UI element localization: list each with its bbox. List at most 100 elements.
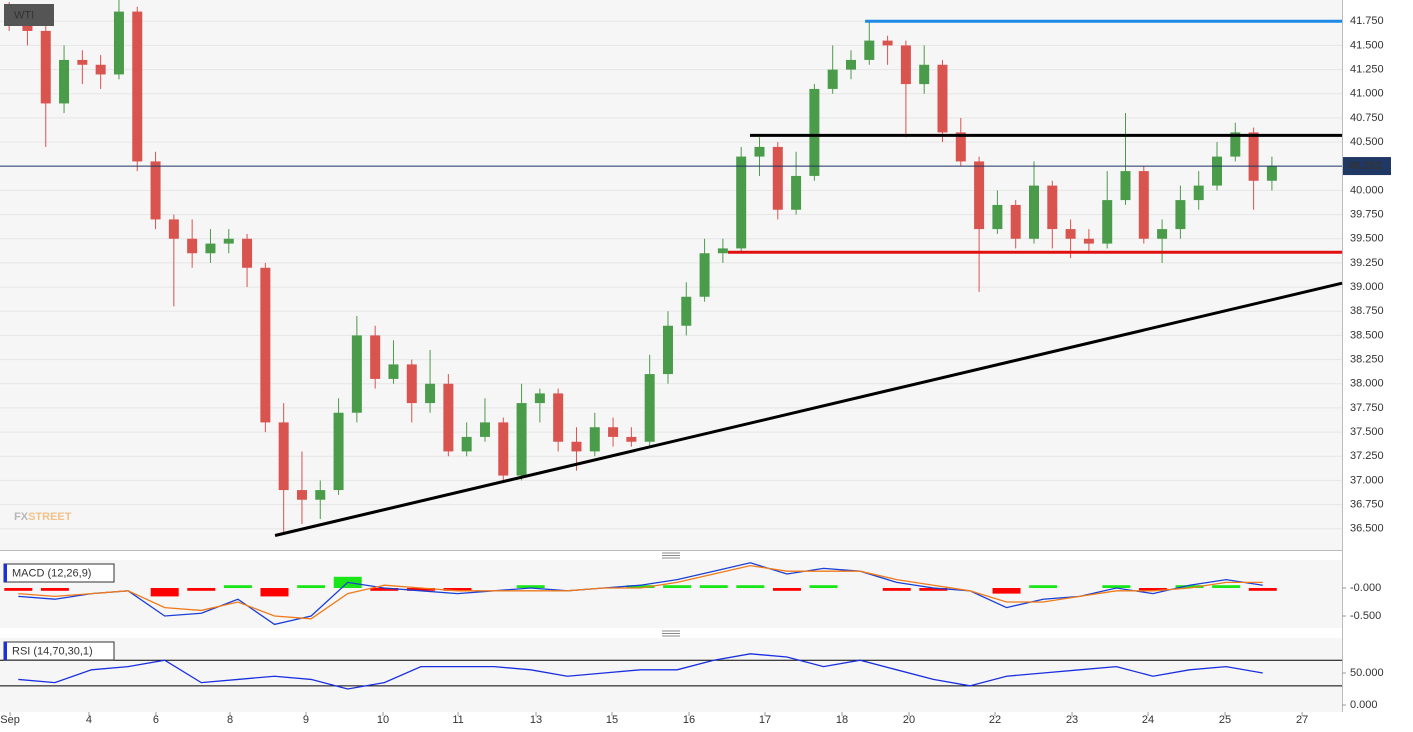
y-tick-label: 37.000	[1350, 474, 1384, 486]
candle-body	[992, 204, 1003, 230]
x-tick-label: 23	[1066, 714, 1078, 726]
candle-body	[113, 11, 124, 75]
candle-body	[296, 490, 307, 500]
candle-body	[626, 436, 637, 442]
y-tick-label: 41.000	[1350, 88, 1384, 100]
histogram-bar	[223, 585, 252, 589]
x-tick-label: 27	[1296, 714, 1308, 726]
candle-body	[425, 383, 436, 404]
indicator-line	[18, 562, 1263, 626]
indicator-label-mark	[4, 564, 7, 582]
histogram-bar	[1248, 588, 1277, 591]
indicator-label: RSI (14,70,30,1)	[12, 645, 93, 657]
candle-body	[516, 403, 527, 476]
x-tick-label: 9	[303, 714, 309, 726]
candle-body	[589, 427, 600, 452]
indicator-line	[18, 653, 1263, 690]
histogram-bar	[406, 588, 435, 591]
candle-body	[315, 490, 326, 500]
candle-body	[95, 64, 106, 75]
candle-body	[955, 132, 966, 162]
title-box	[4, 4, 54, 26]
splitter[interactable]	[662, 552, 680, 637]
histogram-bar	[1138, 588, 1167, 591]
candle-body	[22, 21, 33, 31]
candle-body	[242, 238, 253, 268]
y-tick-label: 40.000	[1350, 184, 1384, 196]
macd-panel	[0, 560, 1342, 628]
candle-body	[534, 393, 545, 404]
histogram-bar	[516, 585, 545, 589]
x-tick-label: 20	[903, 714, 915, 726]
candle-body	[974, 161, 985, 230]
rsi-panel	[0, 638, 1342, 712]
candle-body	[1248, 132, 1259, 181]
candle-body	[772, 146, 783, 210]
candle-body	[223, 238, 234, 244]
candle-body	[1193, 185, 1204, 201]
candle-body	[150, 161, 161, 220]
candle-body	[644, 374, 655, 442]
histogram-bar	[443, 588, 472, 591]
indicator-label-mark	[4, 642, 7, 660]
candle-body	[1047, 185, 1058, 230]
y-tick-label: 50.000	[1350, 667, 1384, 679]
histogram-bar	[297, 585, 326, 589]
candle-body	[351, 335, 362, 413]
histogram-bar	[1212, 585, 1241, 589]
candle-body	[1120, 171, 1131, 201]
candle-body	[553, 393, 564, 442]
histogram-bar	[919, 588, 948, 591]
y-tick-label: 40.500	[1350, 136, 1384, 148]
y-tick-label: -0.000	[1350, 582, 1381, 594]
y-tick-label: 36.750	[1350, 498, 1384, 510]
x-tick-label: 18	[836, 714, 848, 726]
histogram-bar	[1029, 585, 1058, 589]
candle-body	[406, 364, 417, 404]
candle-body	[461, 436, 472, 452]
candle-body	[77, 59, 88, 65]
candle-body	[370, 335, 381, 379]
histogram-bar	[736, 585, 765, 589]
annotation-line	[274, 281, 1343, 537]
x-tick-label: 25	[1219, 714, 1231, 726]
candle-body	[1065, 229, 1076, 239]
candle-body	[1157, 229, 1168, 239]
candle-body	[717, 248, 728, 254]
indicator-line	[18, 564, 1263, 620]
candle-body	[479, 422, 490, 437]
watermark-prefix: FX	[14, 511, 29, 523]
indicator-label: MACD (12,26,9)	[12, 567, 91, 579]
x-tick-label: 13	[530, 714, 542, 726]
candle-body	[1266, 166, 1277, 181]
y-tick-label: 37.750	[1350, 402, 1384, 414]
candle-body	[809, 88, 820, 176]
x-tick-label: 8	[227, 714, 233, 726]
candle-body	[168, 219, 179, 239]
candle-body	[278, 422, 289, 491]
candle-body	[864, 40, 875, 60]
candle-body	[882, 40, 893, 46]
y-tick-label: 41.750	[1350, 15, 1384, 27]
candle-body	[260, 267, 271, 423]
candle-body	[937, 64, 948, 133]
y-tick-label: 0.000	[1350, 699, 1378, 711]
histogram-bar	[187, 588, 216, 591]
histogram-bar	[1102, 585, 1131, 589]
candle-body	[1138, 171, 1149, 239]
x-tick-label: 6	[153, 714, 159, 726]
candle-body	[1083, 238, 1094, 244]
x-tick-label: 24	[1142, 714, 1154, 726]
x-tick-label: 10	[377, 714, 389, 726]
watermark-suffix: STREET	[28, 511, 72, 523]
candle-body	[608, 427, 619, 437]
histogram-bar	[663, 585, 692, 589]
histogram-bar	[1175, 585, 1204, 589]
y-tick-label: 39.750	[1350, 208, 1384, 220]
candle-body	[845, 59, 856, 70]
candle-body	[681, 296, 692, 326]
histogram-bar	[150, 588, 179, 597]
histogram-bar	[809, 585, 838, 589]
y-tick-label: 38.250	[1350, 353, 1384, 365]
